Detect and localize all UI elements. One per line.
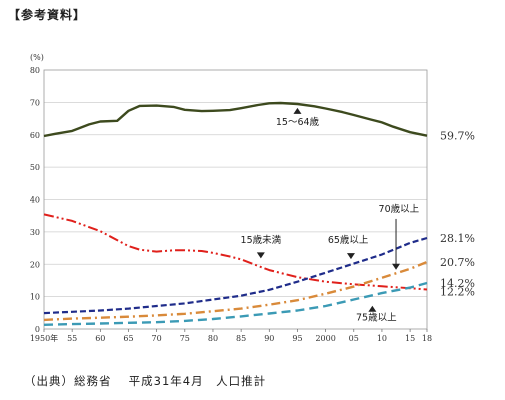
axis-layer: 0 10 20 30 40 50 60 70 80 (%) 1950年 55 60 65 70 75 80 85 9… — [30, 53, 432, 343]
y-tick-label: 70 — [30, 98, 40, 107]
x-tick-label: 65 — [123, 334, 133, 343]
annotation-label-0: 15～64歳 — [276, 116, 320, 128]
end-label-3: 20.7% — [440, 256, 475, 269]
series-layer — [43, 101, 428, 326]
x-tick-label: 2000 — [315, 334, 335, 343]
series-line-3 — [43, 260, 428, 322]
y-axis-label: (%) — [30, 53, 44, 62]
series-line-2 — [43, 236, 428, 315]
annotation-pointer-1 — [256, 252, 265, 259]
x-tick-label: 1950年 — [30, 333, 58, 343]
series-line-1 — [43, 213, 428, 291]
end-label-4: 14.2% — [440, 277, 475, 290]
x-tick-label: 55 — [67, 334, 77, 343]
x-tick-label: 90 — [264, 334, 274, 343]
plot-frame — [43, 69, 428, 330]
y-tick-label: 50 — [30, 163, 40, 172]
x-tick-label: 85 — [236, 334, 246, 343]
annotation-label-2: 65歳以上 — [328, 234, 369, 246]
page-heading: 【参考資料】 — [8, 8, 87, 22]
y-tick-label: 0 — [35, 325, 40, 334]
x-tick-label: 15 — [405, 334, 415, 343]
series-line-0 — [43, 101, 428, 138]
y-tick-label: 80 — [30, 66, 40, 75]
end-label-layer: 59.7% 12.2% 28.1% 20.7% 14.2% — [440, 130, 475, 299]
annotation-label-1: 15歳未満 — [241, 234, 282, 246]
annotation-layer: 15～64歳 15歳未満 65歳以上 70歳以上 75歳以上 — [241, 107, 420, 324]
source-note: （出典）総務省 平成31年4月 人口推計 — [24, 374, 267, 388]
y-tick-label: 60 — [30, 131, 40, 140]
x-tick-label: 80 — [208, 334, 218, 343]
x-tick-label: 18 — [422, 334, 432, 343]
y-tick-label: 10 — [30, 293, 40, 302]
annotation-pointer-4 — [368, 305, 377, 312]
x-tick-label: 10 — [377, 334, 387, 343]
grid-layer — [44, 102, 427, 297]
end-label-0: 59.7% — [440, 130, 475, 143]
end-label-1: 12.2% — [440, 286, 475, 299]
x-tick-label: 05 — [349, 334, 359, 343]
annotation-label-3: 70歳以上 — [379, 203, 420, 215]
series-line-4 — [43, 281, 428, 326]
y-tick-label: 20 — [30, 260, 40, 269]
y-tick-label: 30 — [30, 228, 40, 237]
x-tick-label: 60 — [95, 334, 105, 343]
x-tick-label: 75 — [180, 334, 190, 343]
x-tick-label: 70 — [152, 334, 162, 343]
annotation-pointer-2 — [346, 253, 355, 260]
annotation-pointer-3 — [392, 263, 401, 270]
end-label-2: 28.1% — [440, 232, 475, 245]
annotation-pointer-0 — [293, 107, 302, 114]
x-tick-label: 95 — [292, 334, 302, 343]
y-tick-label: 40 — [30, 196, 40, 205]
annotation-label-4: 75歳以上 — [356, 312, 397, 324]
